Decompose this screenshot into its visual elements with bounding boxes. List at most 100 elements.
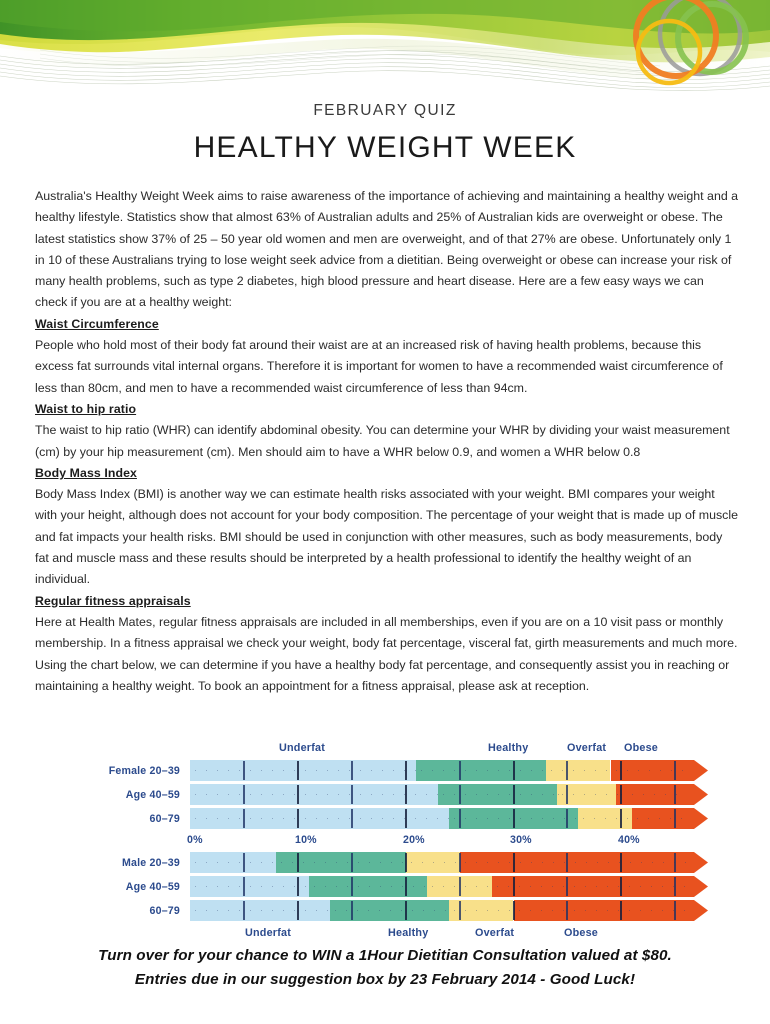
scale-tick (296, 901, 299, 920)
axis-tick-label-20: 20% (403, 834, 425, 846)
axis-tick-label-40: 40% (618, 834, 640, 846)
promo-footer: Turn over for your chance to WIN a 1Hour… (40, 944, 730, 992)
scale-tick (674, 761, 677, 780)
range-bar (190, 808, 686, 829)
scale-tick (242, 809, 245, 828)
scale-tick (404, 853, 407, 872)
scale-tick (350, 809, 353, 828)
tick-dots (632, 808, 686, 829)
scale-tick (512, 785, 515, 804)
segment-healthy (330, 900, 449, 921)
tick-dots (416, 760, 546, 781)
segment-underfat (190, 852, 277, 873)
scale-tick (512, 901, 515, 920)
segment-obese (615, 784, 686, 805)
row-label-female-0: Female 20–39 (108, 765, 180, 777)
scale-tick (620, 853, 623, 872)
segment-overfat (556, 784, 616, 805)
scale-tick (458, 901, 461, 920)
segment-overfat (448, 900, 514, 921)
scale-tick (350, 785, 353, 804)
bar-row-female-1 (190, 784, 708, 805)
tick-dots (513, 900, 686, 921)
segment-obese (632, 808, 686, 829)
section-heading-regular-fitness-appraisals: Regular fitness appraisals (35, 593, 191, 608)
scale-tick (242, 901, 245, 920)
segment-healthy (438, 784, 557, 805)
legend-obese-top: Obese (624, 742, 659, 754)
section-body-regular-fitness-appraisals: Here at Health Mates, regular fitness ap… (35, 614, 738, 693)
bar-row-female-2 (190, 808, 708, 829)
scale-tick (458, 809, 461, 828)
segment-overfat (578, 808, 633, 829)
scale-tick (566, 853, 569, 872)
range-arrow-icon (686, 808, 708, 829)
section-heading-waist-to-hip-ratio: Waist to hip ratio (35, 401, 137, 416)
section-heading-body-mass-index: Body Mass Index (35, 465, 137, 480)
axis-tick-label-30: 30% (510, 834, 532, 846)
scale-tick (296, 785, 299, 804)
legend-overfat-bottom: Overfat (475, 927, 515, 939)
scale-tick (458, 785, 461, 804)
tick-dots (190, 900, 331, 921)
range-bar (190, 852, 686, 873)
segment-obese (513, 900, 686, 921)
scale-tick (566, 761, 569, 780)
row-label-male-1: Age 40–59 (125, 881, 180, 893)
scale-tick (242, 761, 245, 780)
scale-tick (296, 853, 299, 872)
legend-underfat-top: Underfat (279, 742, 325, 754)
tick-dots (556, 784, 616, 805)
segment-underfat (190, 760, 417, 781)
segment-healthy (416, 760, 546, 781)
scale-tick (620, 785, 623, 804)
legend-healthy-top: Healthy (488, 742, 529, 754)
segment-underfat (190, 784, 438, 805)
range-bar (190, 900, 686, 921)
scale-tick (350, 901, 353, 920)
bar-row-male-1 (190, 876, 708, 897)
range-arrow-icon (686, 876, 708, 897)
scale-tick (620, 901, 623, 920)
scale-tick (674, 809, 677, 828)
scale-tick (296, 877, 299, 896)
scale-tick (350, 761, 353, 780)
tick-dots (405, 852, 460, 873)
range-arrow-icon (686, 784, 708, 805)
page-title: HEALTHY WEIGHT WEEK (193, 131, 577, 164)
scale-tick (566, 785, 569, 804)
range-bar (190, 760, 686, 781)
legend-overfat-top: Overfat (567, 742, 607, 754)
row-label-male-0: Male 20–39 (122, 857, 180, 869)
range-bar (190, 784, 686, 805)
segment-healthy (276, 852, 406, 873)
legend-underfat-bottom: Underfat (245, 927, 291, 939)
scale-tick (458, 853, 461, 872)
row-label-female-2: 60–79 (149, 813, 180, 825)
tick-dots (308, 876, 428, 897)
page-kicker: FEBRUARY QUIZ (313, 102, 457, 119)
bar-row-male-0 (190, 852, 708, 873)
article-body: Australia's Healthy Weight Week aims to … (35, 186, 739, 697)
scale-tick (404, 761, 407, 780)
body-fat-percentage-chart: Underfat Healthy Overfat Obese Female 20–39 A… (62, 742, 708, 939)
segment-obese (491, 876, 686, 897)
scale-tick (674, 785, 677, 804)
range-arrow-icon (686, 760, 708, 781)
segment-overfat (545, 760, 611, 781)
section-body-waist-circumference: People who hold most of their body fat a… (35, 338, 723, 395)
scale-tick (674, 877, 677, 896)
range-bar (190, 876, 686, 897)
row-label-female-1: Age 40–59 (125, 789, 180, 801)
segment-underfat (190, 900, 331, 921)
scale-tick (674, 901, 677, 920)
tick-dots (438, 784, 557, 805)
scale-tick (296, 761, 299, 780)
tick-dots (615, 784, 686, 805)
tick-dots (190, 784, 438, 805)
scale-tick (566, 809, 569, 828)
tick-dots (276, 852, 406, 873)
section-heading-waist-circumference: Waist Circumference (35, 316, 159, 331)
tick-dots (545, 760, 611, 781)
promo-footer-line-1: Turn over for your chance to WIN a 1Hour… (98, 947, 672, 964)
